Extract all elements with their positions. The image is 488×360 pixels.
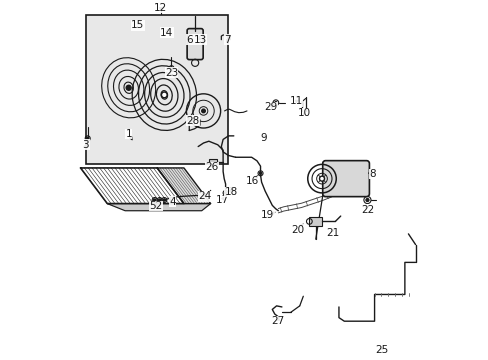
Text: 20: 20 <box>291 225 304 235</box>
Circle shape <box>224 192 226 194</box>
Circle shape <box>319 176 324 181</box>
Text: 28: 28 <box>186 116 199 126</box>
Polygon shape <box>81 168 183 204</box>
Text: 14: 14 <box>160 27 173 37</box>
Text: 4: 4 <box>169 197 176 207</box>
Text: 11: 11 <box>289 96 302 106</box>
Text: 52: 52 <box>149 201 163 211</box>
Circle shape <box>170 67 172 69</box>
Text: 13: 13 <box>193 35 206 45</box>
Text: 29: 29 <box>264 102 277 112</box>
Text: 24: 24 <box>198 192 211 202</box>
Bar <box>86 15 228 165</box>
Text: 19: 19 <box>261 210 274 220</box>
Text: 21: 21 <box>325 228 339 238</box>
Text: 9: 9 <box>260 133 266 143</box>
Text: 1: 1 <box>125 129 132 139</box>
Bar <box>208 159 216 165</box>
Circle shape <box>163 199 165 201</box>
FancyBboxPatch shape <box>187 28 203 60</box>
Circle shape <box>366 199 368 202</box>
Circle shape <box>163 94 165 96</box>
FancyBboxPatch shape <box>322 161 368 197</box>
Text: 7: 7 <box>224 35 231 45</box>
Text: 23: 23 <box>164 68 178 78</box>
Polygon shape <box>157 168 210 204</box>
Text: 17: 17 <box>215 195 228 205</box>
Text: 16: 16 <box>245 176 259 186</box>
Circle shape <box>320 177 323 180</box>
Circle shape <box>161 92 167 98</box>
Polygon shape <box>107 204 210 211</box>
Circle shape <box>126 85 131 90</box>
Text: 6: 6 <box>185 35 192 45</box>
Text: 25: 25 <box>374 345 387 355</box>
Text: 22: 22 <box>360 204 373 215</box>
Text: 27: 27 <box>271 316 285 326</box>
Text: 12: 12 <box>154 3 167 13</box>
Circle shape <box>158 199 161 201</box>
Circle shape <box>202 109 205 113</box>
Circle shape <box>86 137 89 139</box>
Text: 12: 12 <box>154 3 167 13</box>
Circle shape <box>153 199 156 201</box>
Bar <box>309 217 322 226</box>
Circle shape <box>259 172 261 174</box>
Circle shape <box>274 102 276 104</box>
Text: 18: 18 <box>224 187 238 197</box>
Text: 26: 26 <box>204 162 218 172</box>
Text: 3: 3 <box>82 140 89 150</box>
Text: 15: 15 <box>131 21 144 30</box>
Text: 10: 10 <box>297 108 310 118</box>
Text: 8: 8 <box>369 169 375 179</box>
